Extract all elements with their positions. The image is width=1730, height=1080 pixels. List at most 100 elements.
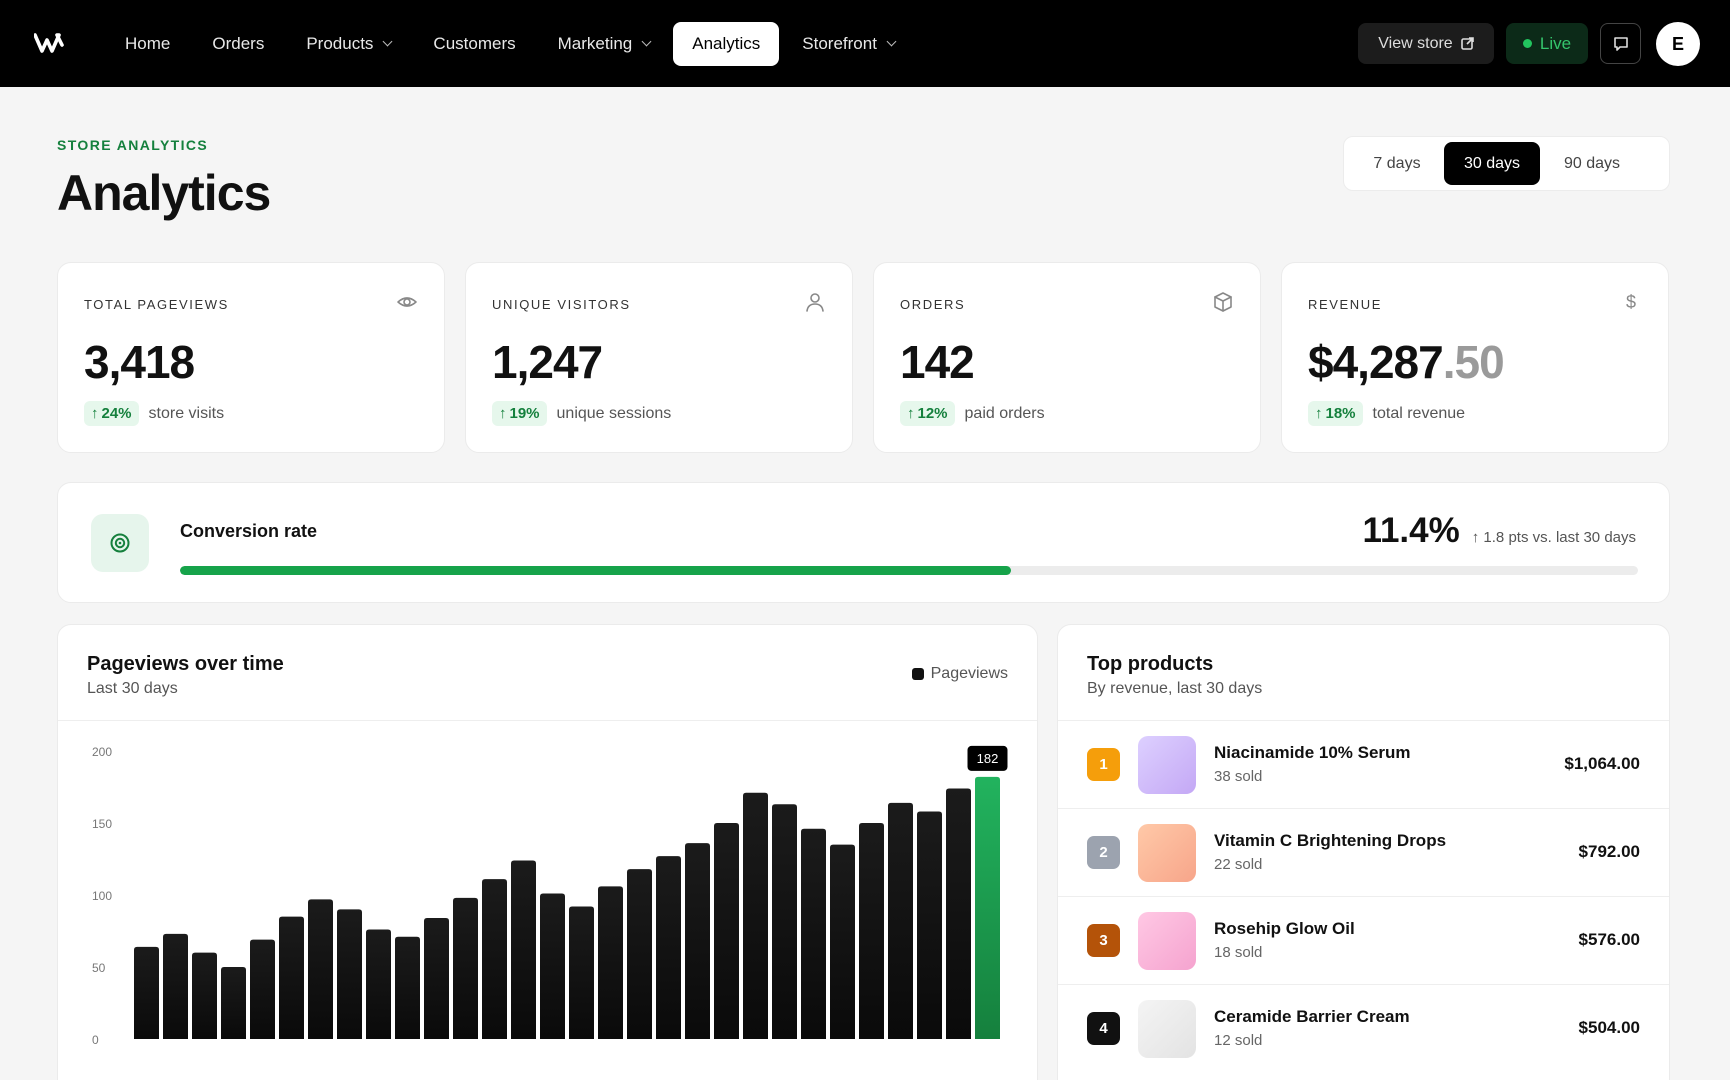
chart-bar[interactable]	[743, 792, 768, 1039]
product-row[interactable]: 4 Ceramide Barrier Cream 12 sold $504.00	[1058, 984, 1669, 1072]
conversion-label: Conversion rate	[180, 521, 318, 541]
nav-item-storefront[interactable]: Storefront	[783, 22, 914, 66]
chart-bar[interactable]	[685, 843, 710, 1039]
product-row[interactable]: 2 Vitamin C Brightening Drops 22 sold $792.…	[1058, 808, 1669, 896]
chart-bar[interactable]	[540, 893, 565, 1039]
chart-bar[interactable]	[163, 933, 188, 1039]
chart-bar-highlight[interactable]	[975, 776, 1000, 1039]
chart-bar[interactable]	[627, 869, 652, 1039]
chart-bar[interactable]	[337, 909, 362, 1039]
arrow-up-icon: ↑	[499, 405, 507, 422]
brand-logo-icon[interactable]	[34, 31, 64, 55]
product-name: Vitamin C Brightening Drops	[1214, 831, 1447, 850]
rank-badge: 3	[1087, 924, 1120, 957]
arrow-up-icon: ↑	[91, 405, 99, 422]
nav-item-label: Orders	[212, 34, 265, 53]
rank-badge: 1	[1087, 748, 1120, 781]
live-status-badge[interactable]: Live	[1506, 23, 1588, 64]
chart-bar[interactable]	[134, 946, 159, 1039]
chart-bar[interactable]	[598, 886, 623, 1039]
product-sold: 22 sold	[1214, 856, 1263, 873]
stat-label: REVENUE	[1308, 297, 1383, 312]
delta-value: 24%	[101, 405, 132, 422]
view-store-button[interactable]: View store	[1358, 23, 1494, 64]
arrow-up-icon: ↑	[907, 405, 915, 422]
product-thumbnail	[1138, 736, 1196, 794]
chart-bar[interactable]	[250, 939, 275, 1039]
nav-item-orders[interactable]: Orders	[193, 22, 283, 66]
conversion-value: 11.4%	[1362, 511, 1460, 550]
chart-bar[interactable]	[888, 802, 913, 1039]
nav-item-marketing[interactable]: Marketing	[539, 22, 670, 66]
stat-value: 3,418	[84, 335, 195, 389]
top-products-title: Top products	[1087, 653, 1214, 675]
dollar-icon: $	[1626, 292, 1636, 312]
stat-value: $4,287.50	[1308, 335, 1505, 389]
chart-bar[interactable]	[801, 828, 826, 1039]
chart-bar[interactable]	[569, 906, 594, 1039]
chart-bar[interactable]	[859, 823, 884, 1039]
chart-subtitle: Last 30 days	[87, 680, 178, 697]
product-sold: 12 sold	[1214, 1032, 1263, 1049]
stat-subtext: total revenue	[1372, 404, 1466, 422]
delta-value: 19%	[509, 405, 540, 422]
chart-bar[interactable]	[714, 823, 739, 1039]
product-row[interactable]: 3 Rosehip Glow Oil 18 sold $576.00	[1058, 896, 1669, 984]
y-tick-label: 0	[92, 1033, 99, 1047]
pageviews-bar-chart: 0 50 100 150 200 182	[92, 745, 1008, 1047]
chart-title: Pageviews over time	[87, 653, 284, 675]
range-30-days[interactable]: 30 days	[1444, 142, 1540, 185]
pageviews-chart-card: Pageviews over time Last 30 days Pagevie…	[57, 624, 1038, 1080]
chart-bar[interactable]	[424, 918, 449, 1039]
chart-legend: Pageviews	[911, 665, 1008, 683]
user-avatar[interactable]: E	[1656, 22, 1700, 66]
chart-bar[interactable]	[946, 788, 971, 1039]
stat-value-cents: .50	[1442, 336, 1505, 388]
chart-bar[interactable]	[395, 936, 420, 1039]
product-row[interactable]: 1 Niacinamide 10% Serum 38 sold $1,064.00	[1058, 720, 1669, 808]
messages-button[interactable]	[1600, 23, 1641, 64]
range-7-days[interactable]: 7 days	[1373, 154, 1421, 172]
chart-bar[interactable]	[366, 929, 391, 1039]
chart-bar[interactable]	[453, 897, 478, 1039]
stat-value-main: $4,287	[1308, 336, 1444, 388]
nav-item-customers[interactable]: Customers	[414, 22, 534, 66]
chart-bar[interactable]	[917, 811, 942, 1039]
user-icon	[806, 293, 824, 312]
nav-item-products[interactable]: Products	[287, 22, 410, 66]
stat-subtext: unique sessions	[556, 404, 672, 422]
live-dot-icon	[1522, 39, 1532, 48]
chart-bar[interactable]	[279, 916, 304, 1039]
chart-bar[interactable]	[656, 856, 681, 1039]
range-90-days[interactable]: 90 days	[1563, 154, 1621, 172]
chart-bar[interactable]	[221, 967, 246, 1039]
chart-bar[interactable]	[192, 952, 217, 1039]
product-thumbnail	[1138, 1000, 1196, 1058]
rank-badge: 4	[1087, 1012, 1120, 1045]
top-products-subtitle: By revenue, last 30 days	[1087, 680, 1263, 697]
chart-bar[interactable]	[772, 804, 797, 1039]
stat-label: TOTAL PAGEVIEWS	[84, 297, 229, 312]
conversion-delta: ↑ 1.8 pts vs. last 30 days	[1472, 529, 1636, 546]
rank-badge: 2	[1087, 836, 1120, 869]
stat-value: 142	[900, 335, 975, 389]
chart-bar[interactable]	[308, 899, 333, 1039]
y-tick-label: 150	[92, 817, 112, 831]
chart-bar[interactable]	[511, 860, 536, 1039]
stat-card-unique-visitors: UNIQUE VISITORS 1,247 ↑ 19% unique sessions	[465, 262, 853, 453]
stat-footer: ↑ 24% store visits	[84, 401, 224, 426]
top-products-card: Top products By revenue, last 30 days 1 N…	[1057, 624, 1670, 1080]
page-eyebrow: STORE ANALYTICS	[57, 137, 209, 153]
chart-bar[interactable]	[830, 844, 855, 1039]
product-sold: 38 sold	[1214, 768, 1263, 785]
chart-bar[interactable]	[482, 879, 507, 1039]
product-thumbnail	[1138, 824, 1196, 882]
arrow-up-icon: ↑	[1471, 529, 1484, 546]
stat-value: 1,247	[492, 335, 603, 389]
nav-item-analytics[interactable]: Analytics	[673, 22, 780, 66]
chevron-down-icon	[382, 36, 393, 47]
delta-badge: ↑ 19%	[492, 401, 547, 426]
y-tick-label: 100	[92, 889, 112, 903]
stat-label: ORDERS	[900, 297, 966, 312]
nav-item-home[interactable]: Home	[106, 22, 189, 66]
